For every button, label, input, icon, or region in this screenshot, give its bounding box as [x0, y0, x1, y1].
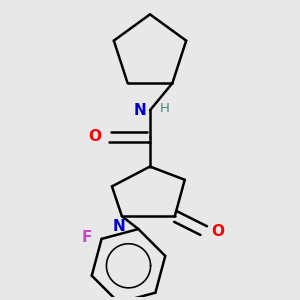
Text: H: H — [160, 102, 170, 115]
Text: F: F — [82, 230, 92, 245]
Text: N: N — [113, 219, 126, 234]
Text: O: O — [88, 129, 101, 144]
Text: O: O — [211, 224, 224, 238]
Text: N: N — [134, 103, 146, 118]
